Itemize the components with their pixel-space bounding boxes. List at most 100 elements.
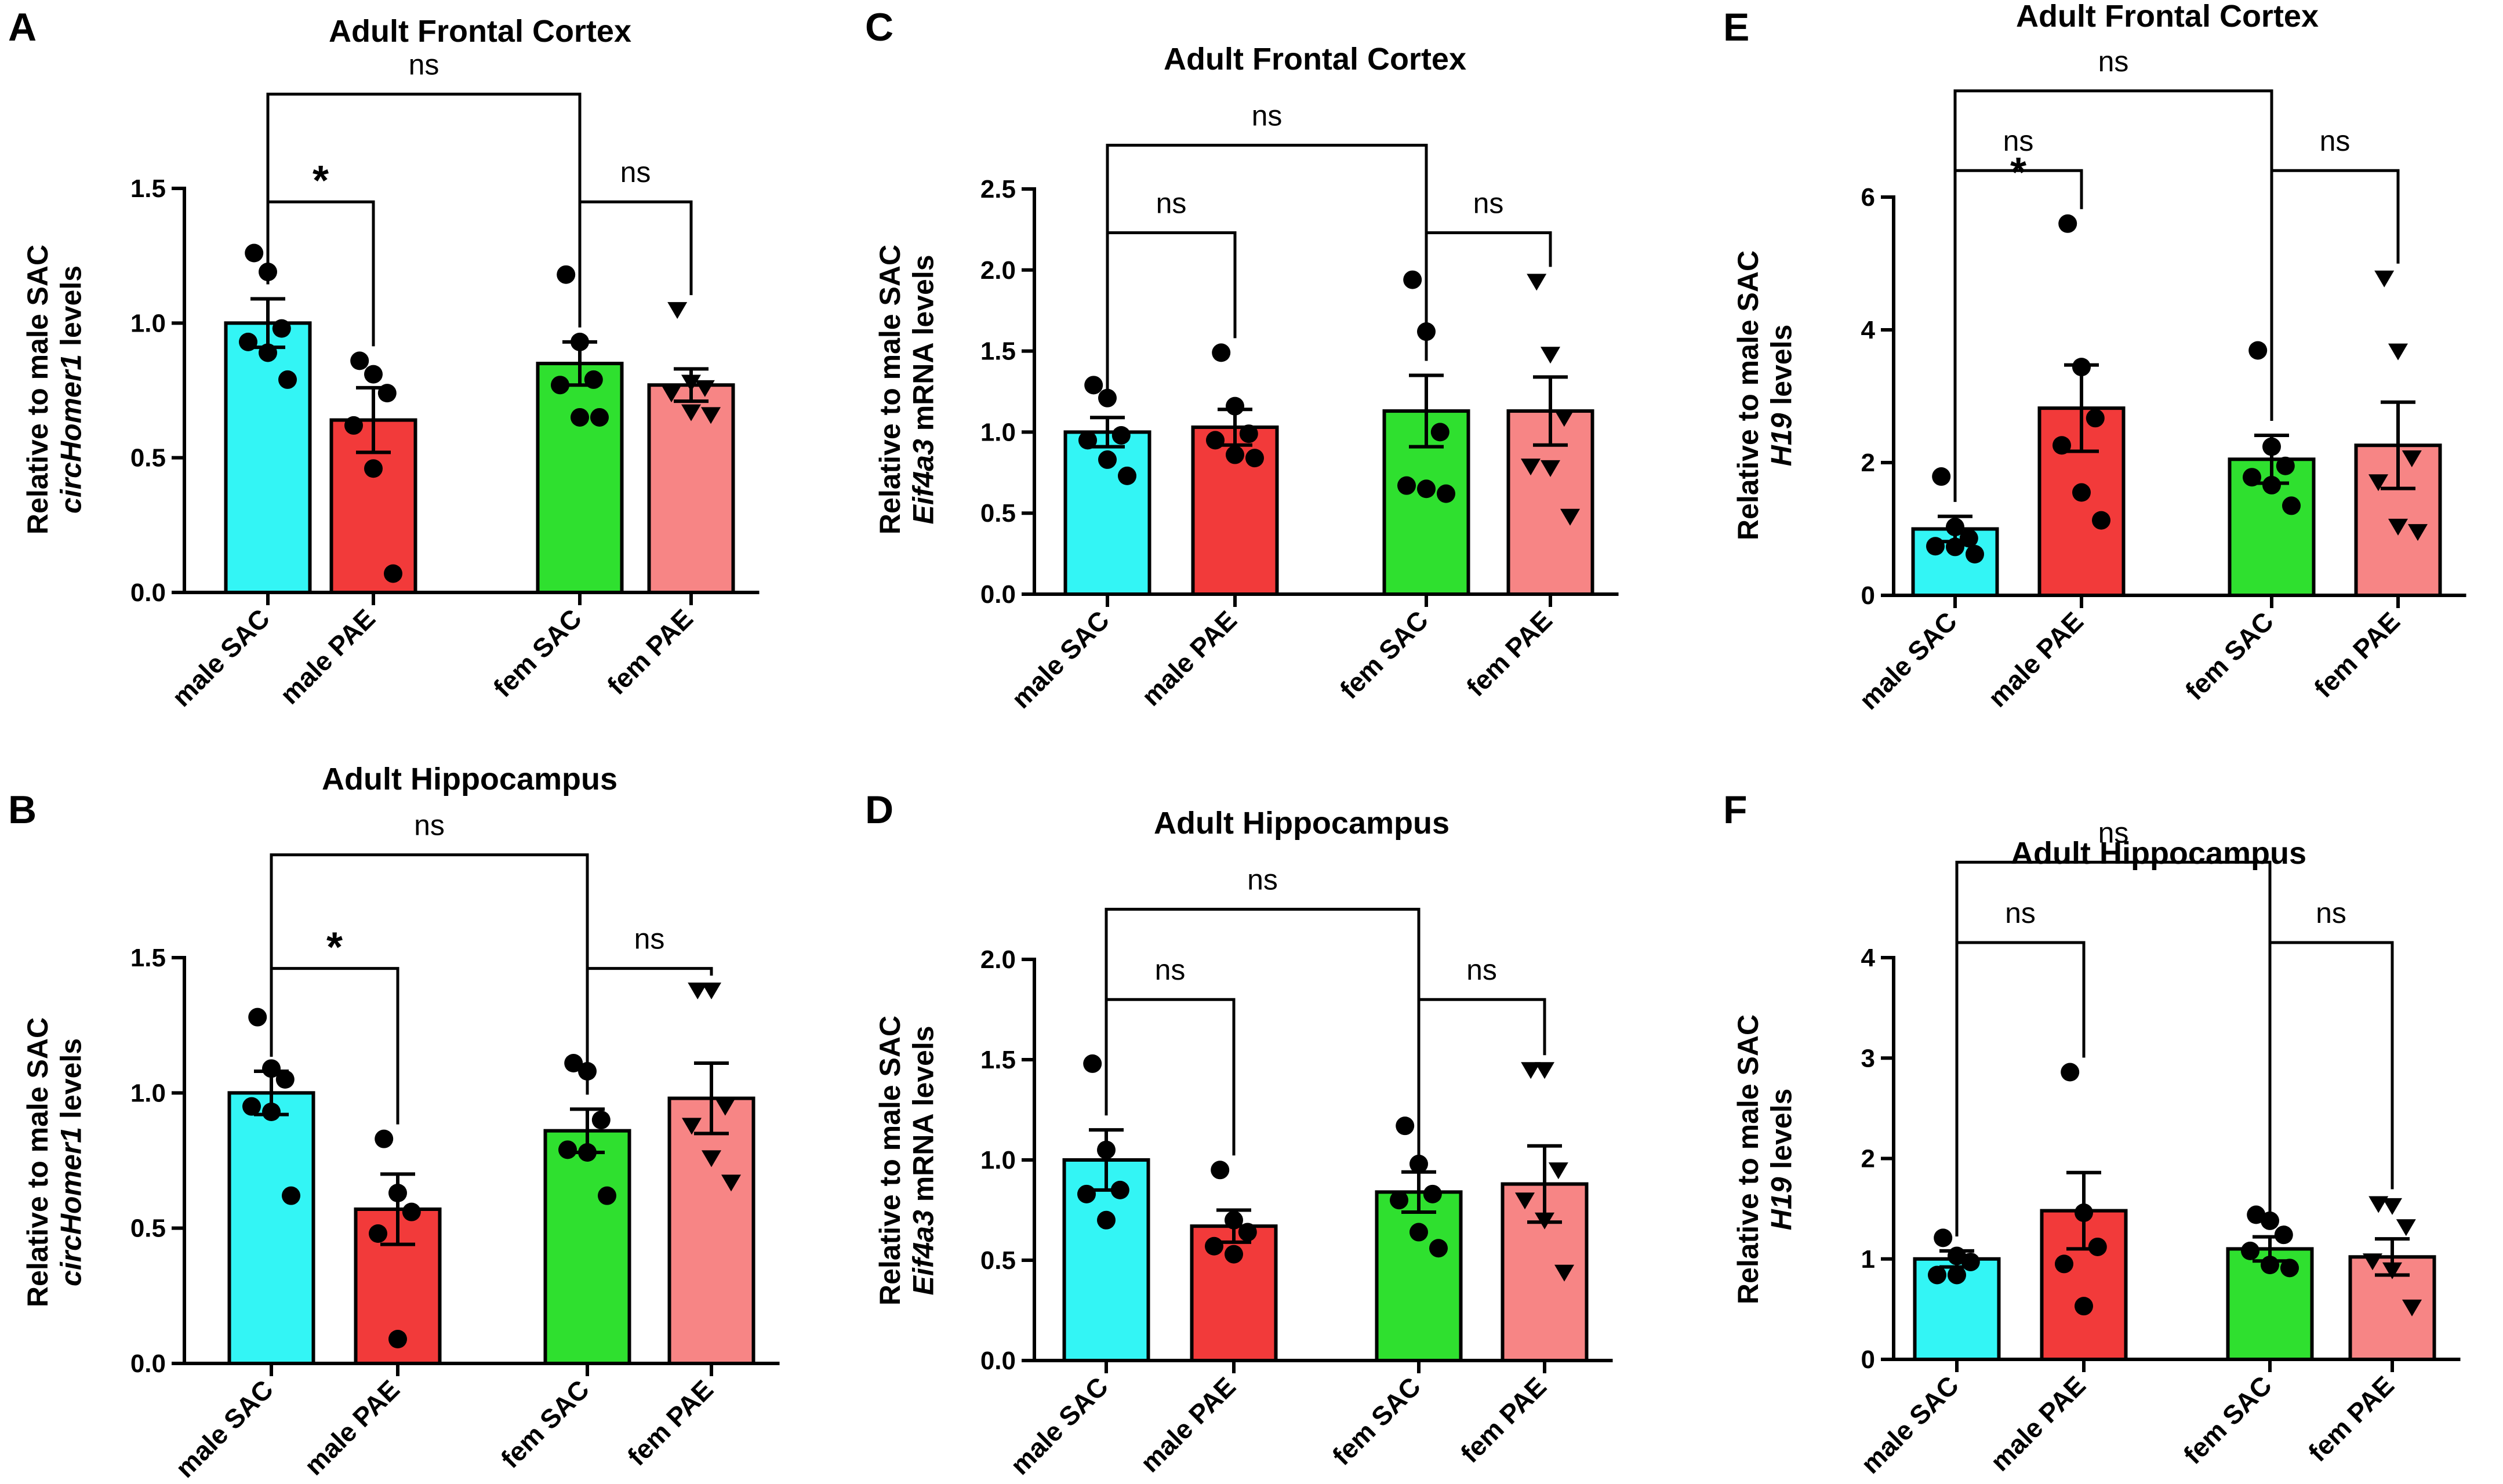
- significance-bracket: [1105, 908, 1421, 1116]
- data-point: [1238, 1223, 1257, 1242]
- data-point: [1083, 1054, 1102, 1073]
- data-point: [364, 459, 383, 478]
- data-point-triangle: [1521, 459, 1541, 476]
- data-point: [1409, 1223, 1428, 1242]
- significance-bracket: [1955, 941, 2086, 1236]
- y-axis-label: Relative to male SACEif4a3 mRNA levels: [874, 245, 940, 534]
- chart-title: Adult Frontal Cortex: [2016, 0, 2319, 34]
- data-point-triangle: [1535, 1212, 1554, 1230]
- data-point: [2061, 1063, 2080, 1082]
- data-point-triangle: [702, 983, 721, 999]
- data-point-triangle: [2374, 270, 2395, 288]
- data-point-triangle: [662, 385, 681, 403]
- significance-label: ns: [2320, 125, 2351, 157]
- data-point: [2058, 214, 2077, 233]
- x-tick-label: male SAC: [166, 603, 275, 712]
- y-axis-label-line1: Relative to male SAC: [874, 245, 906, 534]
- data-point: [2086, 409, 2105, 428]
- data-point-triangle: [1535, 1062, 1554, 1079]
- y-axis-label-line2: Eif4a3 mRNA levels: [907, 254, 940, 524]
- significance-bracket: [266, 200, 375, 347]
- significance-bracket: [2270, 169, 2400, 421]
- data-point: [2274, 1225, 2293, 1245]
- data-point: [1430, 423, 1450, 442]
- data-point: [1078, 431, 1097, 450]
- y-tick-label: 4: [1861, 316, 1876, 344]
- data-point: [1211, 1161, 1230, 1180]
- x-tick-label: male PAE: [299, 1374, 405, 1481]
- significance-label: ns: [2005, 897, 2036, 929]
- x-tick-label: fem SAC: [2178, 1370, 2277, 1470]
- significance-bracket: [586, 967, 713, 1095]
- data-point-triangle: [1554, 410, 1574, 427]
- data-point-triangle: [2402, 450, 2422, 467]
- data-point: [598, 1186, 616, 1205]
- data-point: [1417, 479, 1436, 499]
- data-point: [2262, 437, 2281, 456]
- data-point: [388, 1330, 407, 1348]
- x-tick-label: male SAC: [1853, 606, 1963, 715]
- y-axis-label-line2: H19 levels: [1765, 325, 1798, 467]
- data-point: [1409, 1154, 1428, 1173]
- y-axis-label-gene: circHomer1: [55, 354, 88, 514]
- y-tick-label: 2: [1861, 449, 1875, 477]
- y-tick-label: 1.5: [980, 1046, 1016, 1074]
- data-point: [384, 564, 402, 583]
- data-point: [272, 319, 291, 338]
- y-axis-label-gene: Eif4a3: [907, 1210, 940, 1296]
- y-axis-label-line1: Relative to male SAC: [21, 1017, 54, 1307]
- y-axis-label-rest: levels: [1765, 325, 1798, 413]
- data-point: [245, 243, 264, 263]
- data-point-triangle: [1541, 347, 1560, 364]
- data-point: [571, 332, 589, 351]
- data-point: [584, 370, 603, 389]
- data-point: [350, 351, 369, 370]
- data-point: [590, 408, 609, 427]
- data-point: [1205, 1236, 1223, 1256]
- y-axis-label-line1: Relative to male SAC: [1732, 250, 1764, 540]
- bar-male-SAC: [1911, 527, 1999, 597]
- data-point: [1118, 466, 1136, 485]
- y-tick-label: 1.0: [980, 1146, 1016, 1174]
- significance-bracket: [578, 200, 693, 328]
- data-point: [1934, 1228, 1953, 1247]
- panel-c: C Adult Frontal Cortex Relative to male SA…: [865, 5, 1619, 714]
- panel-a: A Adult Frontal Cortex Relative to male SA…: [8, 5, 760, 712]
- significance-label: ns: [1156, 187, 1187, 219]
- significance-star: *: [2010, 150, 2026, 196]
- y-tick-label: 4: [1861, 944, 1876, 972]
- data-point: [2241, 1241, 2259, 1260]
- significance-label: ns: [2098, 816, 2129, 849]
- data-point: [1403, 270, 1422, 289]
- data-point: [364, 365, 383, 384]
- y-axis-label-gene: Eif4a3: [907, 439, 940, 525]
- significance-bracket: [1106, 144, 1428, 403]
- data-point: [1097, 1210, 1116, 1230]
- x-tick-label: fem SAC: [2179, 606, 2279, 705]
- x-tick-label: fem PAE: [601, 603, 699, 700]
- significance-label: ns: [1155, 954, 1186, 986]
- data-point-triangle: [1521, 1062, 1541, 1079]
- y-tick-label: 0.5: [130, 444, 166, 472]
- chart-title: Adult Frontal Cortex: [1164, 42, 1466, 77]
- significance-label: ns: [2003, 125, 2034, 157]
- data-point: [275, 1070, 295, 1089]
- y-axis-label-line2: circHomer1 levels: [55, 1038, 88, 1286]
- data-point-triangle: [2368, 1196, 2389, 1213]
- x-tick-label: male SAC: [1005, 605, 1115, 714]
- bar-fem-SAC: [543, 1129, 631, 1365]
- y-axis-label-line2: Eif4a3 mRNA levels: [907, 1025, 940, 1295]
- significance-label: ns: [1466, 954, 1497, 986]
- data-point: [369, 1224, 387, 1243]
- data-point: [1111, 425, 1131, 445]
- data-point: [259, 343, 277, 362]
- x-tick-label: fem PAE: [1455, 1371, 1552, 1468]
- chart-title: Adult Hippocampus: [1154, 806, 1450, 841]
- data-point: [1212, 343, 1231, 362]
- y-tick-label: 1.5: [130, 174, 166, 203]
- data-point: [262, 1059, 281, 1078]
- data-point: [2248, 341, 2268, 360]
- data-point-triangle: [681, 404, 701, 421]
- data-point-triangle: [2388, 343, 2408, 361]
- y-axis-label-line2: H19 levels: [1765, 1089, 1798, 1231]
